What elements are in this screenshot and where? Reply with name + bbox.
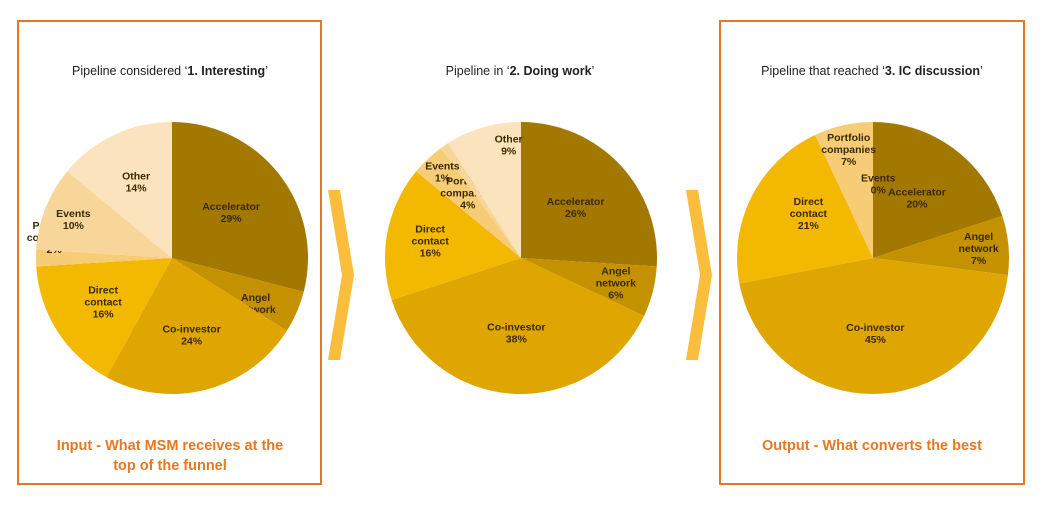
pie-slice-direct-contact (737, 134, 873, 284)
chart-title-doing-work: Pipeline in ‘2. Doing work’ (445, 64, 595, 78)
slice-label-co-investor: Co-investor 38% (487, 322, 545, 346)
pie-slice-accelerator (521, 122, 657, 267)
pie-slice-angel-network (521, 258, 657, 316)
slice-label-direct-contact: Direct contact 16% (84, 285, 122, 321)
slice-label-direct-contact: Direct contact 16% (411, 224, 449, 260)
slice-label-other: Other 9% (495, 133, 523, 157)
pie-slice-co-investor (106, 258, 287, 394)
slice-label-co-investor: Co-investor 45% (846, 322, 904, 346)
slice-label-accelerator: Accelerator 20% (888, 186, 946, 210)
slice-label-accelerator: Accelerator 26% (547, 196, 605, 220)
pie-slice-accelerator (873, 122, 1003, 258)
slice-label-events: Events 0% (861, 172, 896, 196)
pie-slice-portfolio-companies (416, 147, 521, 258)
pie-slice-events (36, 171, 172, 258)
slice-label-accelerator: Accelerator 29% (202, 201, 260, 225)
pie-slice-co-investor (739, 258, 1008, 394)
chevron-right-icon (328, 190, 354, 360)
slice-label-direct-contact: Direct contact 21% (790, 196, 828, 232)
slice-label-events: Events 1% (425, 160, 460, 184)
pie-slice-angel-network (172, 258, 304, 331)
pie-slice-events (441, 143, 521, 258)
chart-title-ic-discussion: Pipeline that reached ‘3. IC discussion’ (761, 64, 983, 78)
pie-slice-co-investor (391, 258, 645, 394)
pie-slice-other (67, 122, 172, 258)
slice-label-events: Events 10% (56, 208, 91, 232)
pie-slice-angel-network (873, 215, 1009, 276)
input-panel-box (17, 20, 322, 485)
slice-label-co-investor: Co-investor 24% (162, 323, 220, 347)
pie-slice-direct-contact (385, 171, 521, 301)
pie-slice-portfolio-companies (815, 122, 873, 258)
slice-label-angel-network: Angel network 6% (596, 265, 636, 301)
chart-title-interesting: Pipeline considered ‘1. Interesting’ (72, 64, 268, 78)
pie-slice-portfolio-companies (36, 249, 172, 267)
slice-label-angel-network: Angel network 7% (958, 231, 998, 267)
pie-slice-other (448, 122, 521, 258)
pie-slice-direct-contact (36, 258, 172, 378)
input-caption: Input - What MSM receives at the top of … (56, 438, 284, 474)
slice-label-portfolio-companies: Portfolio companies 7% (821, 132, 876, 168)
output-panel-box (719, 20, 1025, 485)
slice-label-other: Other 14% (122, 171, 150, 195)
output-caption: Output - What converts the best (762, 438, 982, 454)
pie-slice-accelerator (172, 122, 308, 292)
chevron-right-icon (686, 190, 712, 360)
